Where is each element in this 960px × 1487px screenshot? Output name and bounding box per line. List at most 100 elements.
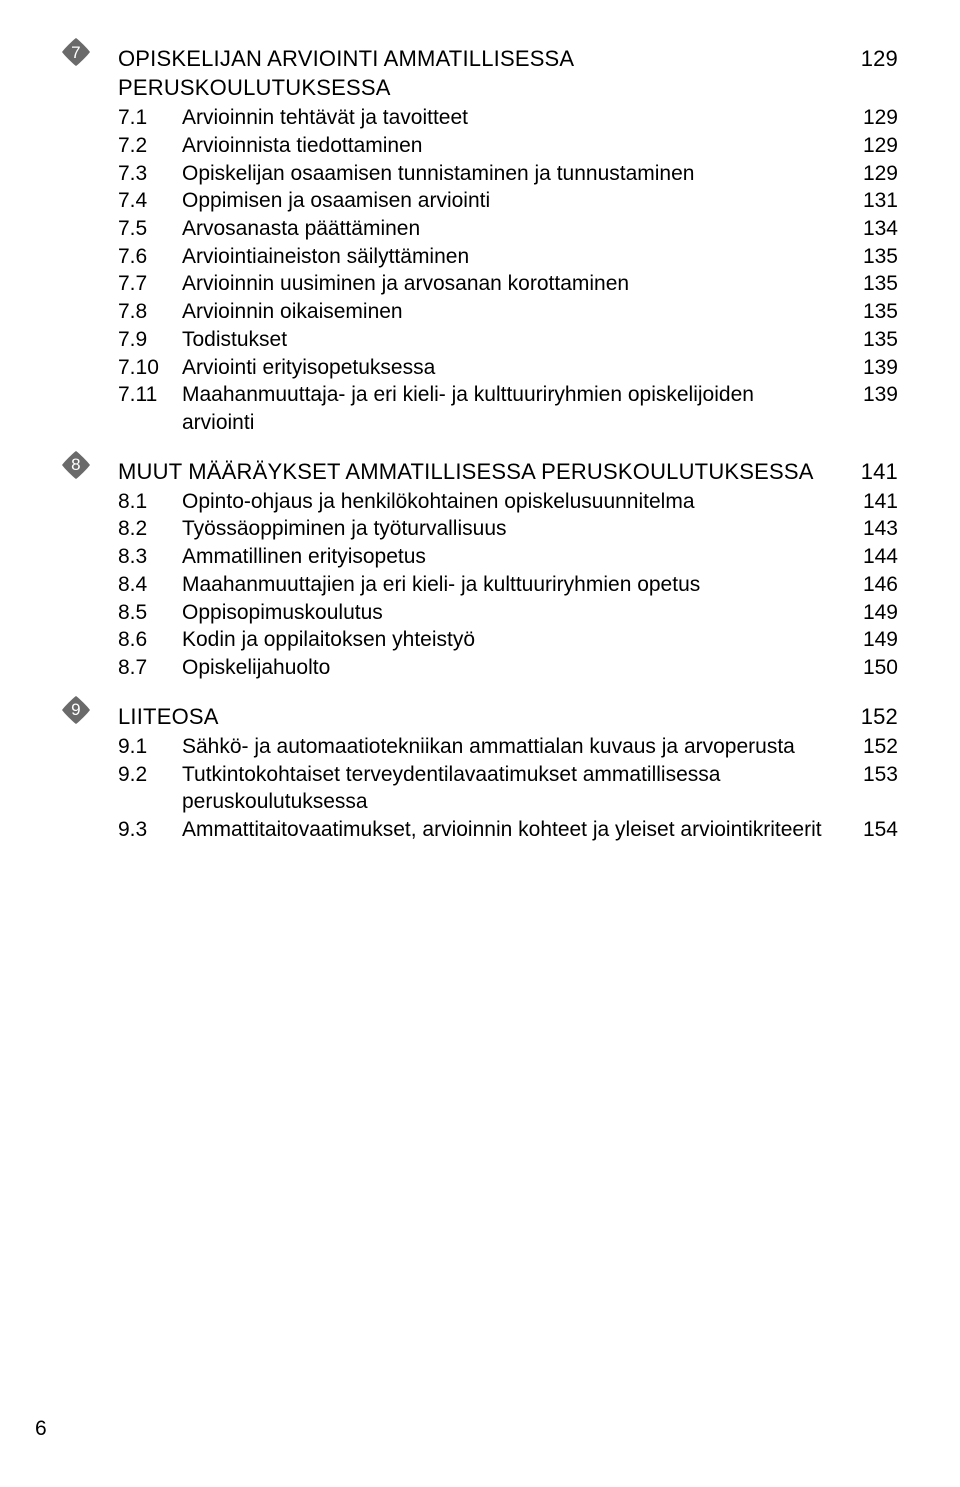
toc-heading-row: 7 OPISKELIJAN ARVIOINTI AMMATILLISESSA PE… — [62, 38, 898, 102]
toc-item-label: Tutkintokohtaiset terveydentilavaatimuks… — [182, 761, 846, 816]
toc-section: 7 OPISKELIJAN ARVIOINTI AMMATILLISESSA PE… — [62, 38, 898, 437]
toc-item-number: 7.9 — [118, 326, 182, 354]
toc-item-page: 135 — [846, 298, 898, 326]
toc-item-page: 144 — [846, 543, 898, 571]
toc-item-label: Arviointiaineiston säilyttäminen — [182, 243, 846, 271]
toc-item-number: 7.2 — [118, 132, 182, 160]
toc-item-label: Maahanmuuttajien ja eri kieli- ja kulttu… — [182, 571, 846, 599]
toc-item-row: 7.11Maahanmuuttaja- ja eri kieli- ja kul… — [62, 381, 898, 436]
toc-item-number: 7.6 — [118, 243, 182, 271]
toc-item-row: 7.5Arvosanasta päättäminen134 — [62, 215, 898, 243]
toc-item-row: 9.3Ammattitaitovaatimukset, arvioinnin k… — [62, 816, 898, 844]
toc-item-row: 8.2Työssäoppiminen ja työturvallisuus143 — [62, 515, 898, 543]
toc-item-row: 7.10Arviointi erityisopetuksessa139 — [62, 354, 898, 382]
toc-item-row: 7.7Arvioinnin uusiminen ja arvosanan kor… — [62, 270, 898, 298]
toc-item-label: Arvioinnin tehtävät ja tavoitteet — [182, 104, 846, 132]
toc-item-label: Työssäoppiminen ja työturvallisuus — [182, 515, 846, 543]
toc-item-row: 8.1Opinto-ohjaus ja henkilökohtainen opi… — [62, 488, 898, 516]
toc-item-page: 153 — [846, 761, 898, 789]
toc-item-number: 9.1 — [118, 733, 182, 761]
bullet-column: 7 — [62, 38, 118, 66]
toc-heading-row: 8 MUUT MÄÄRÄYKSET AMMATILLISESSA PERUSKOU… — [62, 451, 898, 486]
toc-item-number: 7.4 — [118, 187, 182, 215]
toc-item-number: 9.2 — [118, 761, 182, 789]
toc-item-row: 7.9Todistukset135 — [62, 326, 898, 354]
toc-item-number: 9.3 — [118, 816, 182, 844]
toc-item-page: 149 — [846, 599, 898, 627]
toc-item-label: Arvioinnista tiedottaminen — [182, 132, 846, 160]
toc-item-row: 7.8Arvioinnin oikaiseminen135 — [62, 298, 898, 326]
toc-item-label: Maahanmuuttaja- ja eri kieli- ja kulttuu… — [182, 381, 846, 436]
toc-item-page: 135 — [846, 326, 898, 354]
toc-page: 7 OPISKELIJAN ARVIOINTI AMMATILLISESSA PE… — [0, 0, 960, 844]
toc-section: 9LIITEOSA1529.1Sähkö- ja automaatiotekni… — [62, 696, 898, 844]
toc-item-label: Arviointi erityisopetuksessa — [182, 354, 846, 382]
toc-item-row: 8.4Maahanmuuttajien ja eri kieli- ja kul… — [62, 571, 898, 599]
toc-item-label: Todistukset — [182, 326, 846, 354]
toc-item-label: Kodin ja oppilaitoksen yhteistyö — [182, 626, 846, 654]
toc-item-number: 8.5 — [118, 599, 182, 627]
toc-heading-page: 129 — [846, 44, 898, 73]
toc-heading-label: OPISKELIJAN ARVIOINTI AMMATILLISESSA PER… — [118, 44, 846, 102]
toc-item-label: Oppimisen ja osaamisen arviointi — [182, 187, 846, 215]
toc-item-number: 7.8 — [118, 298, 182, 326]
toc-item-row: 8.3Ammatillinen erityisopetus144 — [62, 543, 898, 571]
toc-item-page: 129 — [846, 132, 898, 160]
toc-item-page: 154 — [846, 816, 898, 844]
toc-item-label: Arvosanasta päättäminen — [182, 215, 846, 243]
bullet-number: 7 — [62, 38, 92, 66]
toc-item-page: 129 — [846, 104, 898, 132]
toc-item-page: 135 — [846, 270, 898, 298]
toc-item-label: Opinto-ohjaus ja henkilökohtainen opiske… — [182, 488, 846, 516]
toc-item-number: 8.1 — [118, 488, 182, 516]
toc-item-row: 7.1Arvioinnin tehtävät ja tavoitteet129 — [62, 104, 898, 132]
toc-item-number: 8.3 — [118, 543, 182, 571]
diamond-bullet-icon: 9 — [62, 696, 90, 724]
toc-item-number: 7.10 — [118, 354, 182, 382]
toc-item-page: 150 — [846, 654, 898, 682]
toc-item-number: 7.11 — [118, 381, 182, 409]
toc-item-row: 8.7Opiskelijahuolto150 — [62, 654, 898, 682]
toc-item-page: 135 — [846, 243, 898, 271]
toc-item-page: 152 — [846, 733, 898, 761]
toc-item-label: Ammatillinen erityisopetus — [182, 543, 846, 571]
page-number: 6 — [35, 1417, 47, 1441]
toc-item-row: 7.6Arviointiaineiston säilyttäminen135 — [62, 243, 898, 271]
diamond-bullet-icon: 8 — [62, 451, 90, 479]
toc-item-label: Opiskelijan osaamisen tunnistaminen ja t… — [182, 160, 846, 188]
toc-item-row: 8.5Oppisopimuskoulutus149 — [62, 599, 898, 627]
toc-heading-label: LIITEOSA — [118, 702, 846, 731]
bullet-number: 9 — [62, 696, 92, 724]
toc-heading-page: 141 — [846, 457, 898, 486]
toc-item-number: 8.6 — [118, 626, 182, 654]
toc-heading-label: MUUT MÄÄRÄYKSET AMMATILLISESSA PERUSKOUL… — [118, 457, 846, 486]
toc-item-label: Ammattitaitovaatimukset, arvioinnin koht… — [182, 816, 846, 844]
toc-item-page: 141 — [846, 488, 898, 516]
toc-item-page: 143 — [846, 515, 898, 543]
toc-item-number: 8.4 — [118, 571, 182, 599]
diamond-bullet-icon: 7 — [62, 38, 90, 66]
toc-item-label: Arvioinnin oikaiseminen — [182, 298, 846, 326]
toc-item-label: Oppisopimuskoulutus — [182, 599, 846, 627]
toc-section: 8 MUUT MÄÄRÄYKSET AMMATILLISESSA PERUSKOU… — [62, 451, 898, 682]
toc-item-number: 7.3 — [118, 160, 182, 188]
toc-item-page: 131 — [846, 187, 898, 215]
toc-item-number: 7.7 — [118, 270, 182, 298]
toc-item-number: 8.2 — [118, 515, 182, 543]
toc-item-label: Opiskelijahuolto — [182, 654, 846, 682]
toc-item-row: 7.4Oppimisen ja osaamisen arviointi131 — [62, 187, 898, 215]
toc-item-label: Arvioinnin uusiminen ja arvosanan korott… — [182, 270, 846, 298]
toc-heading-row: 9LIITEOSA152 — [62, 696, 898, 731]
toc-item-page: 139 — [846, 381, 898, 409]
toc-item-page: 139 — [846, 354, 898, 382]
toc-item-row: 8.6Kodin ja oppilaitoksen yhteistyö149 — [62, 626, 898, 654]
toc-item-row: 7.2Arvioinnista tiedottaminen129 — [62, 132, 898, 160]
toc-item-number: 8.7 — [118, 654, 182, 682]
toc-item-number: 7.1 — [118, 104, 182, 132]
bullet-number: 8 — [62, 451, 92, 479]
toc-item-page: 146 — [846, 571, 898, 599]
toc-item-row: 9.1Sähkö- ja automaatiotekniikan ammatti… — [62, 733, 898, 761]
toc-item-page: 149 — [846, 626, 898, 654]
toc-item-row: 7.3Opiskelijan osaamisen tunnistaminen j… — [62, 160, 898, 188]
toc-item-label: Sähkö- ja automaatiotekniikan ammattiala… — [182, 733, 846, 761]
